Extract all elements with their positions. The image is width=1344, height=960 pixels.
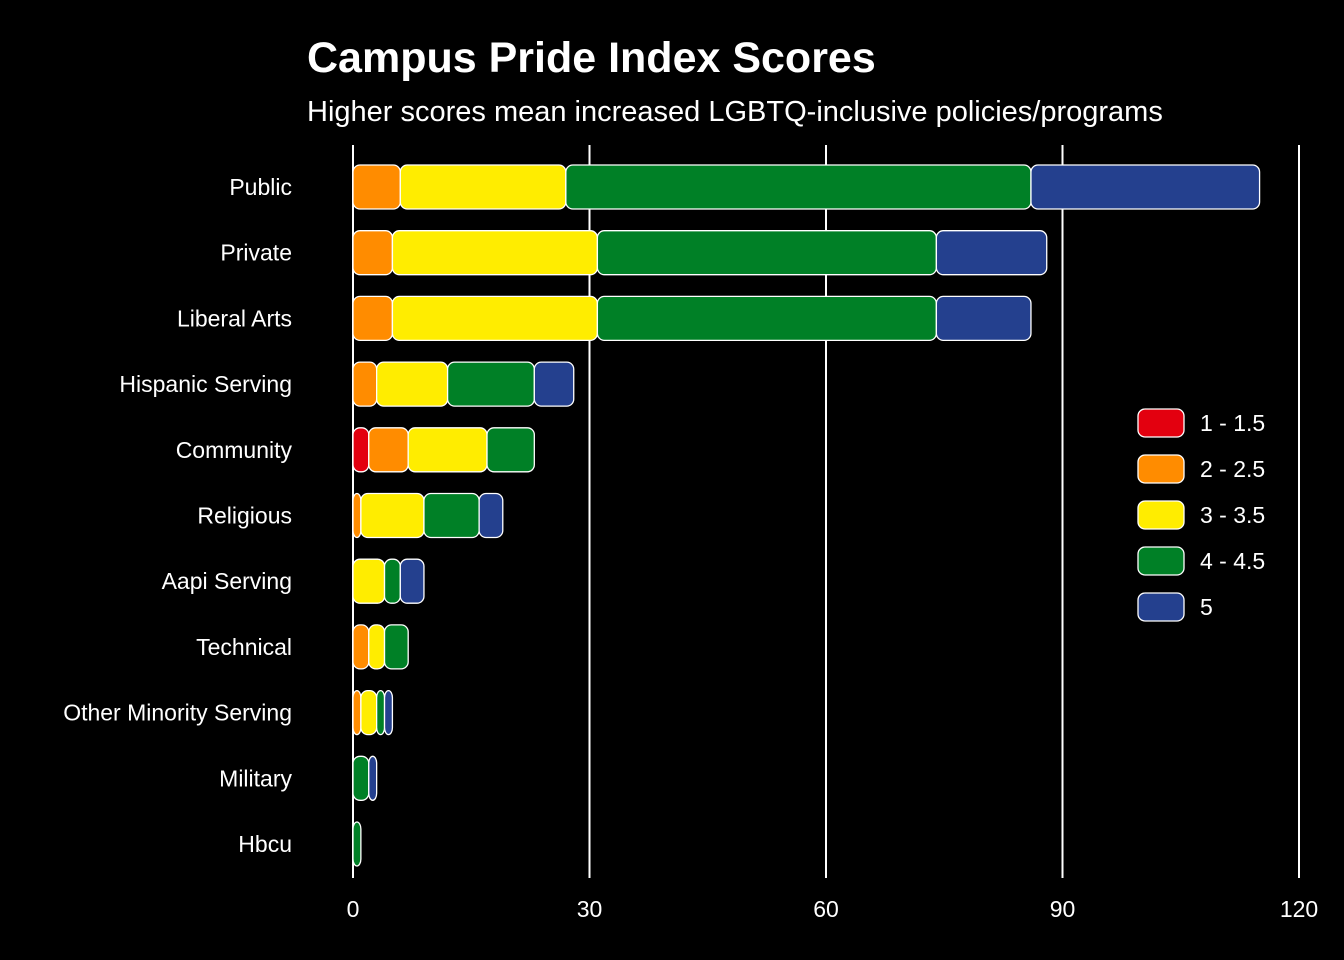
bars: [352, 164, 1261, 867]
bar-segment: [596, 295, 938, 342]
bar-segment: [486, 427, 535, 473]
bar-segment: [375, 689, 386, 736]
bar-segment: [352, 558, 386, 604]
bar-segment: [360, 689, 378, 736]
category-label: Hbcu: [238, 831, 292, 857]
bar-segment: [383, 558, 401, 604]
legend-swatch: [1137, 408, 1185, 438]
category-labels: Public Private Liberal Arts Hispanic Servin…: [63, 174, 292, 857]
bar-segment: [352, 689, 362, 736]
legend: 1 - 1.5 2 - 2.5 3 - 3.5 4 - 4.5 5: [1137, 408, 1265, 622]
category-label: Aapi Serving: [162, 568, 292, 594]
bar-segment: [368, 624, 386, 670]
bar-segment: [383, 624, 409, 670]
bar-segment: [352, 164, 401, 210]
bar-segment: [383, 689, 394, 736]
bar-segment: [446, 361, 535, 407]
bar-segment: [375, 361, 449, 407]
legend-swatch: [1137, 500, 1185, 530]
bar-segment: [596, 230, 938, 276]
bar-segment: [368, 755, 378, 801]
category-label: Public: [229, 174, 292, 200]
bar-segment: [352, 295, 394, 342]
x-tick-label-30: 30: [577, 896, 603, 922]
legend-label: 4 - 4.5: [1200, 548, 1265, 574]
legend-label: 5: [1200, 594, 1213, 620]
bar-segment: [352, 230, 394, 276]
category-label: Liberal Arts: [177, 305, 292, 331]
category-label: Technical: [196, 634, 292, 660]
bar-segment: [935, 295, 1032, 342]
x-tick-label-0: 0: [347, 896, 360, 922]
category-label: Hispanic Serving: [119, 371, 292, 397]
bar-segment: [352, 821, 362, 867]
bar-segment: [368, 427, 409, 473]
legend-swatch: [1137, 546, 1185, 576]
bar-segment: [423, 492, 480, 539]
bar-segment: [407, 427, 488, 473]
bar-segment: [352, 427, 370, 473]
x-tick-label-120: 120: [1280, 896, 1318, 922]
x-tick-label-60: 60: [813, 896, 839, 922]
legend-swatch: [1137, 454, 1185, 484]
bar-segment: [391, 295, 599, 342]
category-label: Community: [176, 437, 293, 463]
bar-segment: [399, 164, 567, 210]
bar-segment: [352, 361, 378, 407]
bar-segment: [478, 492, 504, 539]
bar-segment: [565, 164, 1032, 210]
legend-label: 3 - 3.5: [1200, 502, 1265, 528]
category-label: Other Minority Serving: [63, 700, 292, 726]
category-label: Religious: [197, 503, 292, 529]
x-tick-label-90: 90: [1050, 896, 1076, 922]
bar-segment: [360, 492, 425, 539]
x-tick-labels: 0 30 60 90 120: [347, 896, 1319, 922]
bar-segment: [352, 755, 370, 801]
bar-segment: [399, 558, 425, 604]
legend-swatch: [1137, 592, 1185, 622]
bar-segment: [352, 624, 370, 670]
category-label: Military: [219, 765, 292, 791]
bar-segment: [1030, 164, 1261, 210]
bar-segment: [352, 492, 362, 539]
category-label: Private: [220, 240, 292, 266]
legend-label: 1 - 1.5: [1200, 410, 1265, 436]
chart-title: Campus Pride Index Scores: [307, 34, 876, 82]
bar-segment: [533, 361, 575, 407]
legend-label: 2 - 2.5: [1200, 456, 1265, 482]
chart-subtitle: Higher scores mean increased LGBTQ-inclu…: [307, 96, 1163, 128]
bar-segment: [391, 230, 599, 276]
bar-segment: [935, 230, 1048, 276]
